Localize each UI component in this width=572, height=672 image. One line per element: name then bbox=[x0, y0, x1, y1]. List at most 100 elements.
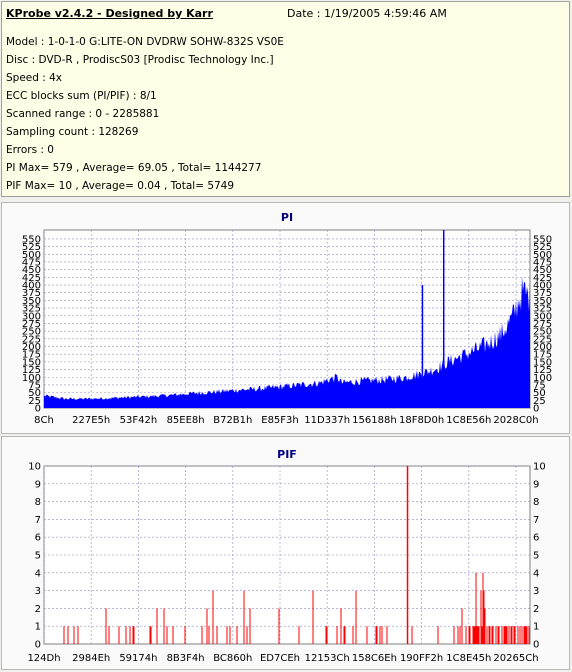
y-tick-left: 400 bbox=[22, 281, 41, 292]
y-tick-right: 200 bbox=[533, 342, 552, 353]
x-tick: 53F42h bbox=[120, 415, 158, 426]
y-tick-left: 100 bbox=[22, 373, 41, 384]
y-tick-right: 550 bbox=[533, 234, 552, 245]
x-tick: 59174h bbox=[119, 653, 157, 664]
y-tick-left: 75 bbox=[28, 380, 41, 391]
y-tick-left: 425 bbox=[22, 273, 41, 284]
pif-chart: PIF 0 0 1 1 2 2 3 3 4 4 5 5 6 6 7 7 8 8 9 9 10 10 124Dh 2984Eh 59… bbox=[27, 448, 546, 664]
y-tick-right: 0 bbox=[533, 404, 539, 415]
x-tick: 190FF2h bbox=[400, 653, 443, 664]
y-tick-right: 7 bbox=[533, 515, 539, 526]
y-tick-left: 25 bbox=[28, 396, 41, 407]
y-tick-right: 10 bbox=[533, 462, 546, 473]
x-tick: 124Dh bbox=[27, 653, 60, 664]
info-pif-stats: PIF Max= 10 , Average= 0.04 , Total= 574… bbox=[6, 180, 235, 192]
x-tick: 156188h bbox=[352, 415, 397, 426]
y-tick-left: 10 bbox=[28, 462, 41, 473]
y-tick-left: 4 bbox=[35, 568, 41, 579]
y-tick-left: 3 bbox=[35, 586, 41, 597]
y-tick-right: 350 bbox=[533, 296, 552, 307]
y-tick-right: 375 bbox=[533, 288, 552, 299]
y-tick-right: 1 bbox=[533, 622, 539, 633]
y-tick-right: 275 bbox=[533, 319, 552, 330]
y-tick-right: 0 bbox=[533, 640, 539, 651]
app-title: KProbe v2.4.2 - Designed by Karr bbox=[6, 7, 213, 20]
x-tick: E85F3h bbox=[261, 415, 299, 426]
pif-series bbox=[63, 572, 530, 644]
y-tick-right: 125 bbox=[533, 365, 552, 376]
y-tick-right: 225 bbox=[533, 334, 552, 345]
info-disc: Disc : DVD-R , ProdiscS03 [Prodisc Techn… bbox=[6, 54, 274, 66]
y-tick-left: 300 bbox=[22, 311, 41, 322]
y-tick-left: 7 bbox=[35, 515, 41, 526]
x-tick: 18F8D0h bbox=[399, 415, 444, 426]
y-tick-left: 5 bbox=[35, 551, 41, 562]
info-ecc-blocks: ECC blocks sum (PI/PIF) : 8/1 bbox=[6, 90, 157, 102]
x-tick: 2028C0h bbox=[493, 415, 538, 426]
y-tick-left: 125 bbox=[22, 365, 41, 376]
x-tick: 11D337h bbox=[304, 415, 350, 426]
info-model: Model : 1-0-1-0 G:LITE-ON DVDRW SOHW-832… bbox=[6, 36, 284, 48]
y-tick-left: 9 bbox=[35, 479, 41, 490]
x-tick: 12153Ch bbox=[305, 653, 350, 664]
x-tick: 1C8E56h bbox=[446, 415, 491, 426]
y-tick-right: 175 bbox=[533, 350, 552, 361]
y-tick-right: 2 bbox=[533, 604, 539, 615]
x-tick: 8B3F4h bbox=[167, 653, 205, 664]
y-tick-left: 200 bbox=[22, 342, 41, 353]
y-tick-left: 550 bbox=[22, 234, 41, 245]
x-tick: ED7CEh bbox=[260, 653, 300, 664]
x-tick: 227E5h bbox=[72, 415, 110, 426]
y-tick-right: 4 bbox=[533, 568, 539, 579]
info-errors: Errors : 0 bbox=[6, 144, 54, 156]
y-tick-left: 175 bbox=[22, 350, 41, 361]
y-tick-left: 6 bbox=[35, 533, 41, 544]
y-tick-left: 0 bbox=[35, 640, 41, 651]
y-tick-right: 25 bbox=[533, 396, 546, 407]
y-tick-right: 100 bbox=[533, 373, 552, 384]
x-tick: 158C6Eh bbox=[352, 653, 397, 664]
y-tick-left: 0 bbox=[35, 404, 41, 415]
y-tick-left: 375 bbox=[22, 288, 41, 299]
y-tick-right: 9 bbox=[533, 479, 539, 490]
pi-series bbox=[44, 276, 530, 408]
y-tick-right: 425 bbox=[533, 273, 552, 284]
y-tick-right: 500 bbox=[533, 250, 552, 261]
x-tick: 8Ch bbox=[34, 415, 54, 426]
y-tick-right: 525 bbox=[533, 242, 552, 253]
y-tick-right: 75 bbox=[533, 380, 546, 391]
y-tick-right: 400 bbox=[533, 281, 552, 292]
y-tick-left: 1 bbox=[35, 622, 41, 633]
y-tick-left: 2 bbox=[35, 604, 41, 615]
y-tick-right: 50 bbox=[533, 388, 546, 399]
scan-date: Date : 1/19/2005 4:59:46 AM bbox=[287, 7, 447, 20]
chart-title: PI bbox=[281, 211, 293, 224]
x-tick: BC860h bbox=[213, 653, 252, 664]
y-tick-right: 450 bbox=[533, 265, 552, 276]
x-tick: 1C8E45h bbox=[446, 653, 491, 664]
y-tick-left: 275 bbox=[22, 319, 41, 330]
y-tick-left: 525 bbox=[22, 242, 41, 253]
y-tick-left: 225 bbox=[22, 334, 41, 345]
info-scanned-range: Scanned range : 0 - 2285881 bbox=[6, 108, 160, 120]
x-tick: 20265Ch bbox=[493, 653, 538, 664]
y-tick-left: 50 bbox=[28, 388, 41, 399]
y-tick-right: 475 bbox=[533, 257, 552, 268]
info-pi-stats: PI Max= 579 , Average= 69.05 , Total= 11… bbox=[6, 162, 262, 174]
pi-chart-panel: PI 0 0 25 25 50 50 75 75 100 100 125 125 150 150 175 175… bbox=[1, 202, 570, 434]
y-tick-left: 8 bbox=[35, 497, 41, 508]
y-tick-left: 500 bbox=[22, 250, 41, 261]
y-tick-left: 325 bbox=[22, 304, 41, 315]
x-tick: B72B1h bbox=[213, 415, 252, 426]
y-tick-left: 475 bbox=[22, 257, 41, 268]
pif-chart-panel: PIF 0 0 1 1 2 2 3 3 4 4 5 5 6 6 7 7 8 8 9 9 10 10 124Dh 2984Eh 59… bbox=[1, 436, 570, 670]
x-tick: 85EE8h bbox=[167, 415, 205, 426]
y-tick-right: 150 bbox=[533, 357, 552, 368]
info-speed: Speed : 4x bbox=[6, 72, 63, 84]
y-tick-right: 325 bbox=[533, 304, 552, 315]
y-tick-right: 250 bbox=[533, 327, 552, 338]
y-tick-right: 3 bbox=[533, 586, 539, 597]
info-sampling-count: Sampling count : 128269 bbox=[6, 126, 139, 138]
x-tick: 2984Eh bbox=[72, 653, 110, 664]
